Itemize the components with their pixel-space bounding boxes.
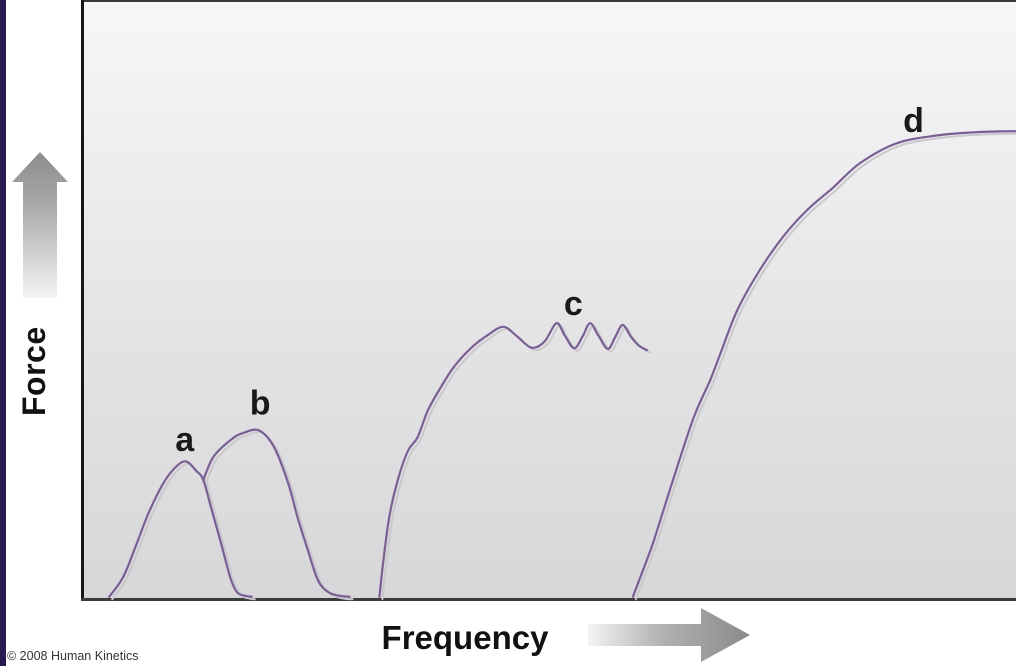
frequency-axis-arrow-icon [588,607,750,663]
plot-area [84,0,1016,598]
x-axis-line [81,598,1016,601]
y-axis-label: Force [16,326,52,416]
force-axis-arrow-icon [12,152,68,298]
y-axis-line [81,0,84,601]
plot-top-border [84,0,1016,2]
x-axis-label: Frequency [381,619,549,656]
left-accent-bar [0,0,6,666]
copyright-text: © 2008 Human Kinetics [7,649,139,663]
